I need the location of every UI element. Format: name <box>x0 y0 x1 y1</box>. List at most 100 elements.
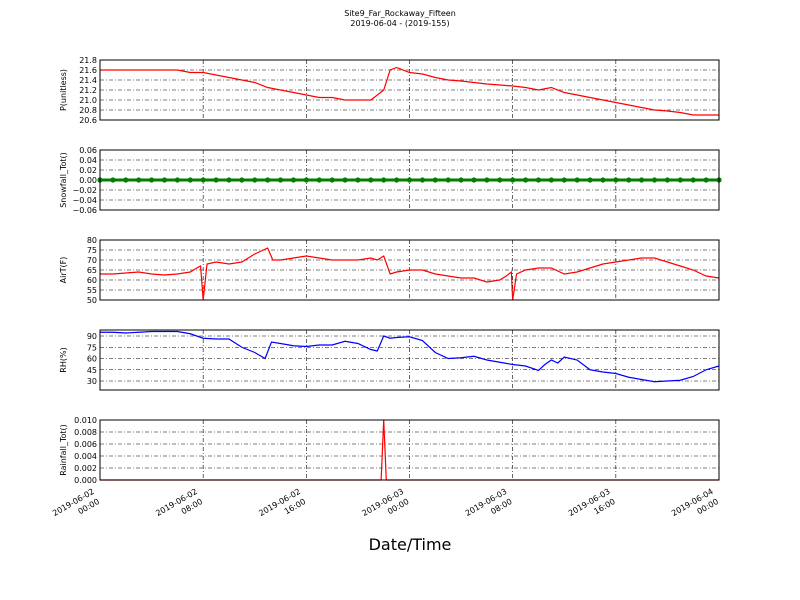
y-tick-label: 0.02 <box>79 166 97 175</box>
data-point <box>510 177 516 183</box>
data-point <box>148 177 155 183</box>
y-axis-label: P(unitless) <box>59 69 68 111</box>
data-point <box>394 177 400 183</box>
data-point <box>600 177 606 183</box>
y-tick-label: 20.8 <box>79 106 97 115</box>
data-point <box>548 177 554 183</box>
data-point <box>342 177 348 183</box>
y-axis-label: RH(%) <box>59 347 68 372</box>
data-point <box>226 177 232 183</box>
data-point <box>368 177 374 183</box>
data-point <box>419 177 425 183</box>
data-point <box>445 177 451 183</box>
data-point <box>123 177 129 183</box>
data-line <box>100 330 720 383</box>
y-tick-label: 80 <box>87 236 97 245</box>
y-tick-label: 0.04 <box>79 156 97 165</box>
data-point <box>290 177 297 183</box>
data-point <box>651 177 658 183</box>
data-line <box>100 247 720 301</box>
y-tick-label: 90 <box>87 332 97 341</box>
data-point <box>613 177 619 183</box>
plot-frame <box>99 149 720 211</box>
data-point <box>690 177 696 183</box>
plot-frame <box>99 419 720 481</box>
data-point <box>265 177 271 183</box>
chart-subtitle: 2019-06-04 - (2019-155) <box>350 19 449 28</box>
y-tick-label: 50 <box>87 296 97 305</box>
plot-frame <box>99 59 720 121</box>
data-point <box>329 177 335 183</box>
y-tick-label: 60 <box>87 276 97 285</box>
data-point <box>664 177 671 183</box>
y-tick-label: −0.04 <box>72 196 97 205</box>
y-tick-label: 21.0 <box>79 96 97 105</box>
y-tick-label: 55 <box>87 286 97 295</box>
data-point <box>471 177 477 183</box>
data-point <box>239 177 245 183</box>
data-point <box>252 177 258 183</box>
data-point <box>703 177 709 183</box>
y-tick-label: 20.6 <box>79 116 97 125</box>
y-tick-label: −0.02 <box>72 186 97 195</box>
y-tick-label: −0.06 <box>72 206 97 215</box>
y-tick-label: 30 <box>87 377 97 386</box>
y-axis-label: Rainfall_Tot() <box>59 424 68 476</box>
y-tick-label: 21.8 <box>79 56 97 65</box>
x-axis-label: Date/Time <box>369 535 452 554</box>
y-tick-label: 60 <box>87 355 97 364</box>
y-tick-label: 0.06 <box>79 146 97 155</box>
data-point <box>406 177 413 183</box>
chart-title: Site9_Far_Rockaway_Fifteen <box>344 9 456 18</box>
data-line <box>100 66 719 116</box>
data-point <box>639 177 645 183</box>
y-tick-label: 75 <box>87 246 97 255</box>
y-tick-label: 0.006 <box>74 440 97 449</box>
data-point <box>355 177 361 183</box>
y-axis-label: Snowfall_Tot() <box>59 152 68 208</box>
data-point <box>535 177 542 183</box>
y-axis-label: AirT(F) <box>59 257 68 284</box>
data-point <box>110 177 116 183</box>
y-tick-label: 45 <box>87 366 97 375</box>
data-point <box>522 177 529 183</box>
y-tick-label: 0.002 <box>74 464 97 473</box>
y-tick-label: 21.4 <box>79 76 97 85</box>
y-tick-label: 21.2 <box>79 86 97 95</box>
y-tick-label: 0.000 <box>74 476 97 485</box>
data-point <box>484 177 490 183</box>
plot-frame <box>99 329 720 391</box>
y-tick-label: 0.010 <box>74 416 97 425</box>
data-point <box>174 177 180 183</box>
data-point <box>574 177 580 183</box>
y-tick-label: 65 <box>87 266 97 275</box>
data-point <box>432 177 438 183</box>
y-tick-label: 75 <box>87 343 97 352</box>
data-point <box>626 177 632 183</box>
data-point <box>497 177 503 183</box>
data-point <box>458 177 464 183</box>
data-point <box>213 177 219 183</box>
data-point <box>561 177 567 183</box>
data-point <box>161 177 168 183</box>
data-point <box>587 177 593 183</box>
data-point <box>677 177 683 183</box>
y-tick-label: 0.004 <box>74 452 97 461</box>
data-point <box>303 177 309 183</box>
data-point <box>277 177 284 183</box>
data-point <box>316 177 322 183</box>
y-tick-label: 0.00 <box>79 176 97 185</box>
data-point <box>187 177 193 183</box>
data-point <box>381 177 387 183</box>
y-tick-label: 0.008 <box>74 428 97 437</box>
y-tick-label: 70 <box>87 256 97 265</box>
